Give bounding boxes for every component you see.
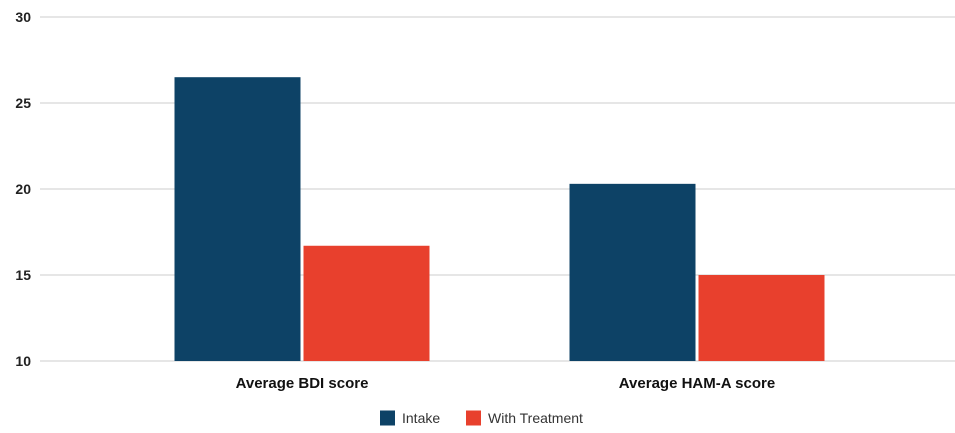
legend: Intake With Treatment [380,410,583,426]
y-tick-label-10: 10 [15,353,31,369]
bar-intake-ham-a [569,183,696,361]
bar-intake-bdi [174,77,301,361]
legend-swatch-intake [380,410,395,426]
bars [174,77,825,361]
y-tick-label-25: 25 [15,95,31,111]
x-category-label-1: Average HAM-A score [619,375,775,392]
bar-with-treatment-bdi [303,245,430,361]
legend-label-with-treatment: With Treatment [488,410,583,426]
y-axis-ticks: 10 15 20 25 30 [15,9,31,369]
legend-swatch-with-treatment [466,410,481,426]
y-tick-label-15: 15 [15,267,31,283]
y-tick-label-30: 30 [15,9,31,25]
y-tick-label-20: 20 [15,181,31,197]
bar-with-treatment-ham-a [698,275,825,361]
legend-label-intake: Intake [402,410,440,426]
x-category-label-0: Average BDI score [236,375,369,392]
x-axis-categories: Average BDI score Average HAM-A score [236,375,776,392]
